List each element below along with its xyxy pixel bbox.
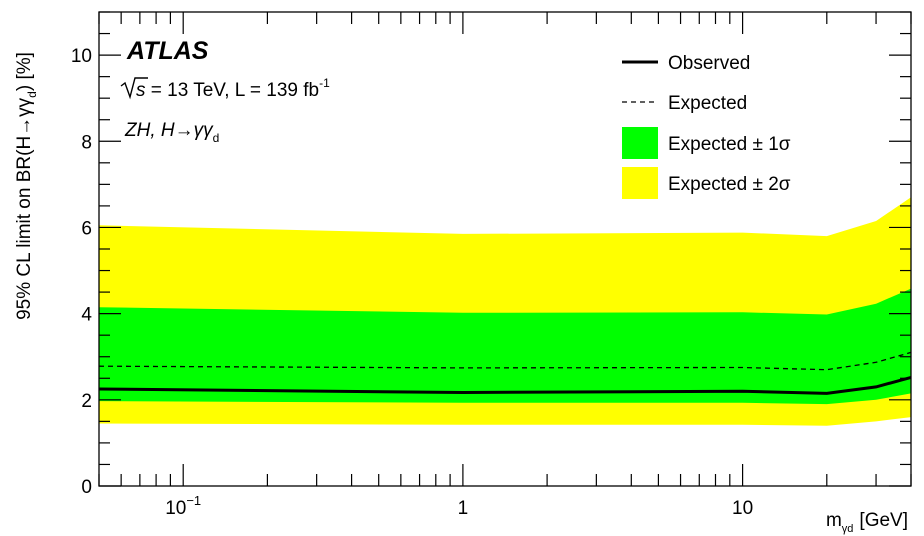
expected-line — [98, 351, 912, 371]
sqrt-symbol — [120, 77, 148, 100]
y-tick-label: 6 — [81, 218, 92, 239]
legend-label: Expected ± 1σ — [668, 134, 791, 155]
legend-label: Expected ± 2σ — [668, 174, 791, 195]
legend-swatch-box — [622, 127, 658, 159]
y-tick-label: 8 — [81, 132, 92, 153]
y-axis-label: 95% CL limit on BR(H→γγd) [%] — [14, 52, 39, 320]
legend-label: Observed — [668, 53, 750, 74]
x-tick-label: 10 — [732, 498, 753, 519]
process-label: ZH, H→γγd — [124, 120, 219, 145]
x-axis-label: mγd [GeV] — [826, 510, 908, 535]
legend-entry: Expected ± 2σ — [622, 167, 791, 199]
ticks-layer — [98, 11, 912, 487]
legend-label: Expected — [668, 93, 747, 114]
x-tick-label: 1 — [458, 498, 469, 519]
y-tick-label: 10 — [71, 46, 92, 67]
legend-entry: Observed — [622, 53, 750, 74]
lines-layer — [98, 351, 912, 395]
band-1sigma — [99, 288, 911, 405]
legend-entry: Expected ± 1σ — [622, 127, 791, 159]
atlas-label: ATLAS — [126, 37, 209, 65]
bands-layer — [99, 197, 911, 426]
legend-swatch-box — [622, 167, 658, 199]
x-tick-label: 10−1 — [165, 493, 201, 519]
legend: Observed Expected Expected ± 1σ Expected ± … — [622, 53, 791, 199]
y-tick-label: 2 — [81, 391, 92, 412]
legend-entry: Expected — [622, 93, 747, 114]
y-tick-label: 0 — [81, 477, 92, 498]
energy-lumi-label: s = 13 TeV, L = 139 fb-1 — [120, 76, 330, 101]
y-tick-label: 4 — [81, 305, 92, 326]
observed-line — [98, 375, 912, 395]
tick-labels: 0 2 4 6 8 10 10−1 1 10 — [71, 46, 753, 519]
svg-text:s = 13 TeV, L = 139 fb-1: s = 13 TeV, L = 139 fb-1 — [136, 76, 330, 101]
